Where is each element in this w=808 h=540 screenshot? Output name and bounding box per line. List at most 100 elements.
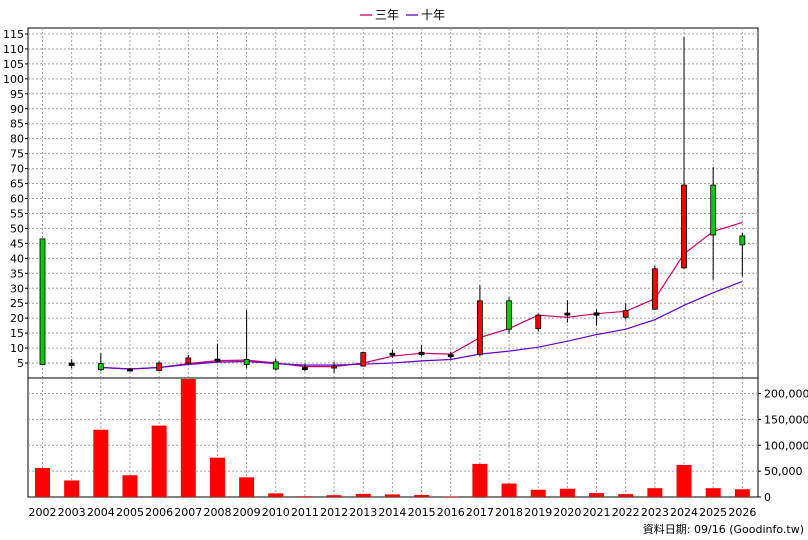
volume-bar [647,488,663,497]
x-tick-label: 2003 [58,506,86,519]
price-grid [28,28,758,378]
volume-bar [326,495,342,497]
candle [97,353,104,372]
volume-bar [151,425,167,497]
price-tick-label: 100 [3,73,24,86]
candle-body [302,367,308,370]
candle-body [360,352,367,367]
volume-bar [559,488,575,497]
candle [331,362,338,373]
x-axis-labels: 2002 2003 2004 2005 2006 2007 2008 2009 2010 2011… [29,506,757,519]
price-tick-label: 75 [10,148,24,161]
volume-bar [268,493,284,497]
candle-body [127,368,133,372]
volume-bar [501,483,517,497]
x-tick-label: 2025 [699,506,727,519]
candle-body [418,351,425,356]
candle-body [243,359,250,365]
candle [360,351,367,367]
candle-body [97,363,104,371]
candle [506,297,512,334]
candle-body [272,361,279,370]
series-line-十年 [100,280,743,370]
volume-bar [180,379,196,497]
candle-body [622,310,629,318]
x-tick-label: 2012 [320,506,348,519]
price-tick-label: 55 [10,207,24,220]
candle-body [39,238,46,365]
candle-body [214,358,221,362]
candle [622,303,629,320]
candle [389,349,396,358]
x-tick-label: 2017 [466,506,494,519]
candle-body [156,362,163,371]
price-tick-label: 110 [3,43,24,56]
volume-bar [676,464,692,497]
candle [185,354,192,364]
candle-body [185,357,192,364]
candle [127,367,133,372]
candle-body [564,312,571,316]
price-tick-label: 10 [10,342,24,355]
price-tick-label: 50 [10,222,24,235]
volume-tick-label: 0 [764,491,771,504]
x-tick-label: 2022 [612,506,640,519]
x-tick-label: 2019 [524,506,552,519]
candle [243,310,250,369]
volume-bar [355,493,371,497]
candle-body [389,352,396,356]
candle [272,358,279,371]
candle [681,36,687,269]
source-note: 資料日期: 09/16 (Goodinfo.tw) [643,522,804,536]
candle-body [476,300,483,356]
volume-bar [35,468,50,497]
volume-bar [297,496,313,497]
x-tick-label: 2024 [670,506,698,519]
price-tick-label: 15 [10,327,24,340]
volume-bar [384,494,400,497]
price-tick-label: 85 [10,118,24,131]
legend-label-three-year: 三年 [375,8,399,22]
volume-tick-label: 50,000 [764,465,803,478]
candle-body [681,184,687,269]
candle [651,265,658,310]
candle [593,309,600,326]
volume-tick-label: 200,000 [764,388,808,401]
candle [39,238,46,365]
price-tick-label: 40 [10,252,24,265]
legend-label-ten-year: 十年 [421,8,445,22]
price-tick-label: 80 [10,133,24,146]
volume-bar [734,489,750,497]
x-tick-label: 2023 [641,506,669,519]
price-tick-label: 25 [10,297,24,310]
candle [535,313,542,332]
volume-bar [122,475,138,497]
price-tick-label: 30 [10,282,24,295]
candle-body [535,314,542,330]
candle [476,285,483,357]
candle [68,359,75,369]
volume-tick-label: 100,000 [764,439,808,452]
price-tick-label: 45 [10,237,24,250]
candle-body [651,268,658,310]
x-tick-label: 2005 [116,506,144,519]
volume-bar [530,489,546,497]
x-tick-label: 2008 [203,506,231,519]
price-tick-label: 60 [10,193,24,206]
candle [447,351,454,359]
x-tick-label: 2004 [87,506,115,519]
price-tick-label: 70 [10,163,24,176]
x-tick-label: 2018 [495,506,523,519]
candle [564,300,571,323]
volume-bar [472,463,488,497]
x-tick-label: 2009 [233,506,261,519]
volume-bar [239,477,255,497]
price-tick-label: 105 [3,58,24,71]
candle-body [593,312,600,316]
price-tick-label: 95 [10,88,24,101]
candle-body [68,362,75,366]
price-tick-label: 35 [10,267,24,280]
price-tick-label: 65 [10,178,24,191]
